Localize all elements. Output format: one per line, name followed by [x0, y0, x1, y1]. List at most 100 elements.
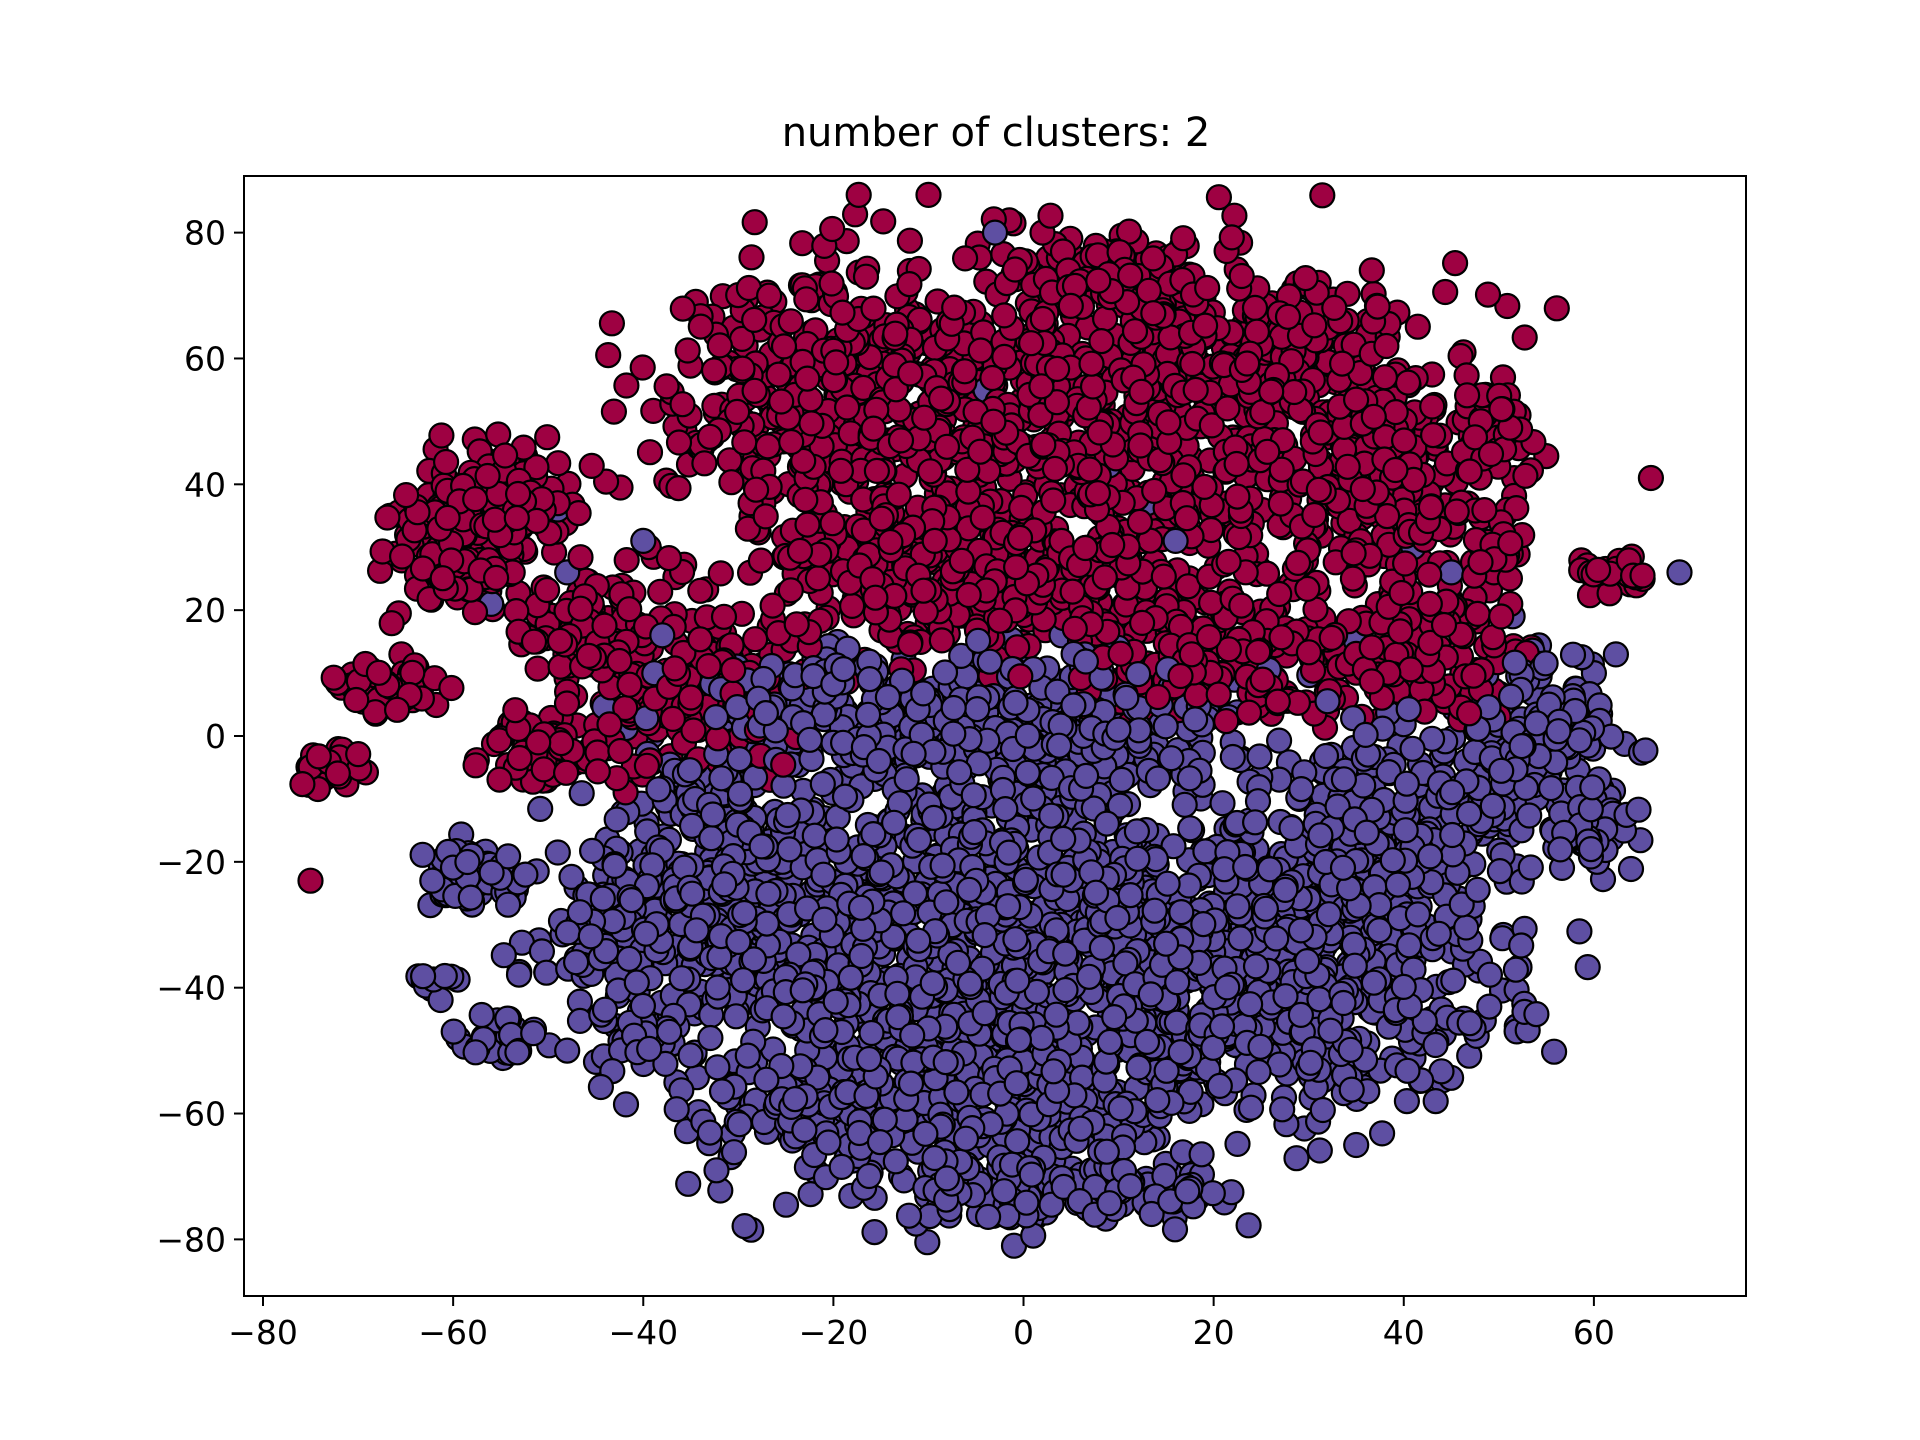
cluster-0-point — [1494, 292, 1521, 320]
cluster-0-point — [547, 653, 574, 680]
cluster-1-point — [1125, 1054, 1152, 1081]
cluster-0-point — [595, 342, 622, 369]
cluster-1-point — [931, 659, 959, 686]
cluster-0-point — [665, 475, 692, 502]
cluster-0-point — [1213, 707, 1240, 735]
cluster-1-point — [1438, 559, 1465, 586]
cluster-1-point — [1106, 792, 1134, 819]
cluster-0-point — [486, 727, 513, 754]
cluster-1-point — [1312, 742, 1340, 770]
cluster-0-point — [754, 433, 782, 460]
cluster-0-point — [428, 422, 455, 449]
cluster-0-point — [1416, 561, 1443, 588]
cluster-0-point — [530, 756, 557, 783]
cluster-1-point — [1508, 932, 1535, 959]
cluster-0-point — [1294, 575, 1321, 603]
cluster-1-point — [797, 1180, 824, 1208]
cluster-1-point — [1235, 1212, 1262, 1239]
cluster-0-point — [534, 424, 561, 451]
cluster-0-point — [845, 181, 872, 208]
cluster-1-point — [1537, 774, 1565, 802]
cluster-0-point — [1197, 589, 1225, 616]
cluster-0-point — [433, 448, 460, 476]
cluster-1-point — [440, 1018, 467, 1045]
cluster-0-point — [616, 596, 643, 623]
cluster-0-point — [707, 560, 734, 587]
cluster-1-point — [1219, 743, 1246, 771]
cluster-1-point — [882, 1148, 909, 1175]
cluster-0-point — [1241, 294, 1269, 321]
cluster-0-point — [374, 504, 401, 531]
cluster-0-point — [1218, 224, 1245, 251]
cluster-0-point — [777, 308, 804, 335]
cluster-0-point — [655, 544, 683, 572]
cluster-1-point — [1540, 1038, 1568, 1065]
cluster-1-point — [1393, 1087, 1421, 1115]
cluster-1-point — [703, 1157, 730, 1184]
cluster-0-point — [1358, 257, 1385, 284]
cluster-0-point — [1512, 462, 1539, 489]
cluster-1-point — [554, 1037, 581, 1064]
cluster-1-point — [468, 1001, 495, 1029]
cluster-1-point — [708, 765, 735, 792]
cluster-1-point — [1574, 953, 1601, 981]
cluster-1-point — [1138, 1200, 1165, 1228]
cluster-1-point — [856, 665, 883, 693]
cluster-0-point — [789, 230, 816, 257]
cluster-0-point — [1174, 573, 1202, 600]
cluster-1-point — [861, 1218, 888, 1246]
cluster-1-point — [1192, 838, 1219, 865]
cluster-0-point — [1432, 278, 1459, 306]
cluster-0-point — [1543, 295, 1570, 322]
cluster-1-point — [527, 795, 554, 823]
cluster-0-point — [723, 398, 751, 425]
cluster-0-point — [710, 603, 738, 630]
cluster-0-point — [297, 867, 324, 894]
cluster-0-point — [917, 458, 944, 485]
cluster-1-point — [1517, 854, 1544, 881]
cluster-1-point — [1209, 790, 1236, 817]
cluster-0-point — [734, 515, 762, 542]
cluster-1-point — [722, 1003, 750, 1030]
cluster-1-point — [1368, 1120, 1396, 1147]
cluster-1-point — [1306, 1137, 1333, 1164]
cluster-0-point — [565, 499, 592, 527]
cluster-1-point — [720, 1139, 748, 1166]
cluster-0-point — [1474, 281, 1502, 308]
cluster-0-point — [770, 333, 798, 360]
cluster-1-point — [533, 959, 560, 986]
cluster-1-point — [1502, 956, 1530, 983]
cluster-0-point — [613, 546, 640, 574]
cluster-0-point — [794, 511, 821, 538]
cluster-0-point — [461, 598, 489, 626]
cluster-0-point — [838, 592, 866, 620]
cluster-1-point — [1237, 1094, 1265, 1121]
cluster-0-point — [524, 655, 551, 682]
cluster-0-point — [1453, 382, 1481, 409]
cluster-0-point — [1091, 305, 1119, 332]
cluster-1-point — [1283, 1145, 1310, 1172]
chart-title: number of clusters: 2 — [782, 110, 1211, 156]
cluster-1-point — [409, 841, 436, 868]
cluster-0-point — [738, 244, 765, 271]
cluster-1-point — [1338, 1076, 1365, 1103]
cluster-1-point — [677, 1042, 704, 1069]
cluster-1-point — [1153, 1057, 1180, 1084]
cluster-0-point — [629, 354, 656, 381]
cluster-1-point — [630, 527, 657, 555]
cluster-0-point — [674, 337, 701, 364]
cluster-0-point — [731, 429, 758, 456]
cluster-1-point — [1602, 641, 1630, 668]
cluster-0-point — [969, 504, 996, 531]
cluster-1-point — [948, 642, 975, 670]
cluster-0-point — [1004, 634, 1031, 661]
cluster-0-point — [600, 398, 628, 425]
cluster-0-point — [718, 469, 745, 496]
cluster-1-point — [1246, 743, 1273, 770]
cluster-0-point — [896, 227, 924, 254]
cluster-0-point — [1637, 464, 1665, 492]
cluster-0-point — [752, 503, 779, 530]
cluster-1-point — [1476, 993, 1503, 1020]
cluster-0-point — [804, 565, 832, 592]
cluster-0-point — [591, 612, 618, 639]
